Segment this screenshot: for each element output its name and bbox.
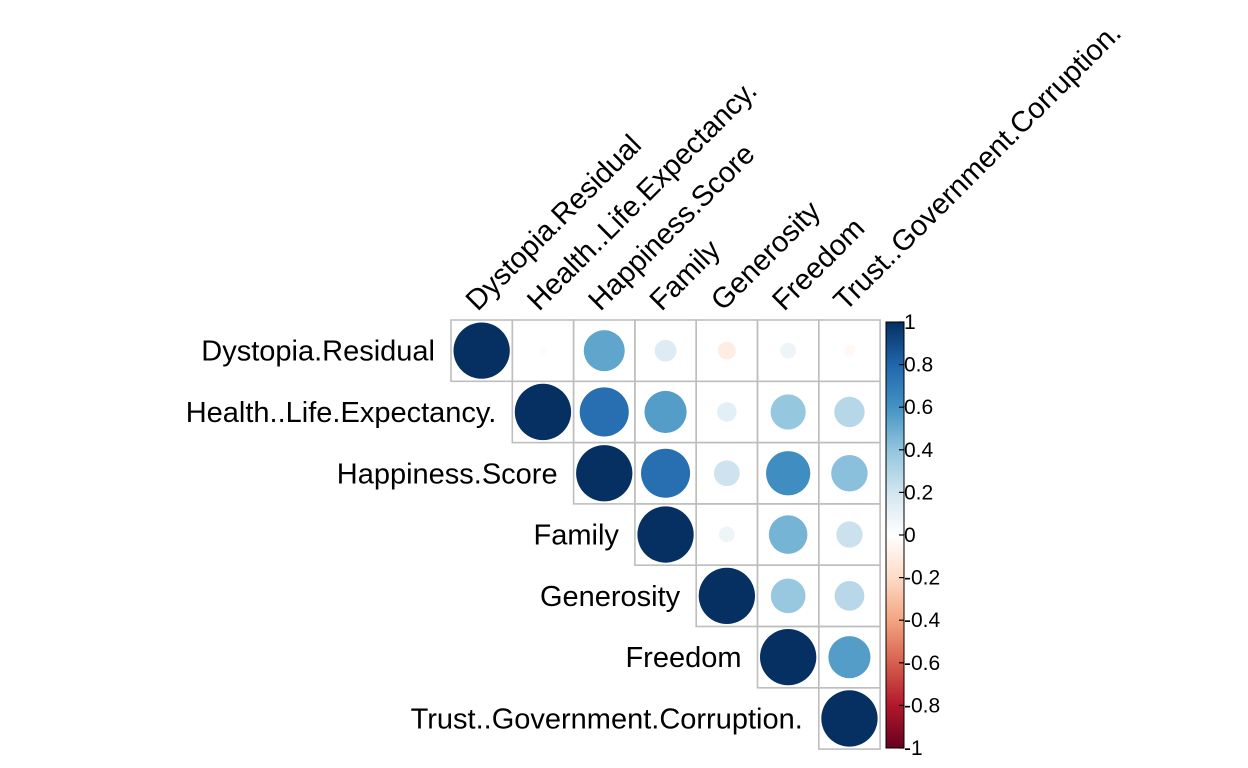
correlation-circle <box>843 345 856 357</box>
color-bar-tick-label: -0.2 <box>904 567 940 590</box>
correlation-circle <box>760 629 817 686</box>
correlation-circle <box>770 578 806 614</box>
correlation-circle <box>834 396 865 428</box>
color-bar-tick-label: -0.6 <box>904 652 940 675</box>
grid-cell <box>817 686 881 750</box>
column-label: Trust..Government.Corruption. <box>828 17 1128 317</box>
color-legend: 1 0.8 0.6 0.4 0.2 0 -0.2 -0.4 -0.6 -0.8 -1 <box>885 311 941 760</box>
row-label: Dystopia.Residual <box>201 336 435 368</box>
row-label: Happiness.Score <box>337 458 558 490</box>
color-bar-tick-label: -0.4 <box>904 609 941 632</box>
correlation-circle <box>718 526 735 543</box>
correlation-circle <box>717 341 736 360</box>
correlation-circle <box>780 342 797 359</box>
color-bar-tick-label: 0.4 <box>904 439 934 462</box>
correlation-circle <box>583 330 625 372</box>
color-bar-tick-label: 0.6 <box>904 396 933 419</box>
color-bar-tick-label: 0 <box>904 524 916 547</box>
row-labels: Dystopia.Residual Health..Life.Expectancy… <box>186 336 803 736</box>
correlation-circle <box>654 339 677 362</box>
correlation-circle <box>768 515 808 554</box>
row-label: Generosity <box>540 581 681 613</box>
correlation-circle <box>834 580 865 611</box>
correlation-circle <box>453 322 510 379</box>
correlation-circle <box>713 460 740 487</box>
correlation-circles <box>453 322 878 747</box>
correlation-circle <box>828 636 871 679</box>
correlation-circle <box>698 567 755 624</box>
matrix-grid <box>450 319 881 750</box>
correlation-circle <box>644 390 687 434</box>
correlation-circle <box>637 506 694 563</box>
column-labels: Dystopia.ResidualHealth..Life.Expectancy… <box>460 17 1128 317</box>
correlation-circle <box>821 690 878 747</box>
correlation-circle <box>514 383 572 441</box>
correlation-circle <box>579 387 629 437</box>
correlation-circle <box>641 448 691 498</box>
color-bar-tick-label: 0.2 <box>904 481 933 504</box>
row-label: Trust..Government.Corruption. <box>411 703 803 735</box>
color-bar-tick-label: -0.8 <box>904 694 940 717</box>
color-bar-tick-label: -1 <box>904 737 923 760</box>
row-label: Family <box>534 520 620 552</box>
correlation-circle <box>765 451 811 496</box>
row-label: Freedom <box>625 642 741 674</box>
correlation-circle <box>831 455 868 492</box>
correlation-circle <box>576 445 633 502</box>
correlation-circle <box>770 394 806 430</box>
correlation-circle <box>717 402 737 422</box>
correlation-circle <box>836 521 863 548</box>
row-label: Health..Life.Expectancy. <box>186 397 497 429</box>
color-bar-tick-label: 0.8 <box>904 354 933 377</box>
color-bar-tick-label: 1 <box>904 311 916 334</box>
correlation-circle <box>538 346 547 355</box>
